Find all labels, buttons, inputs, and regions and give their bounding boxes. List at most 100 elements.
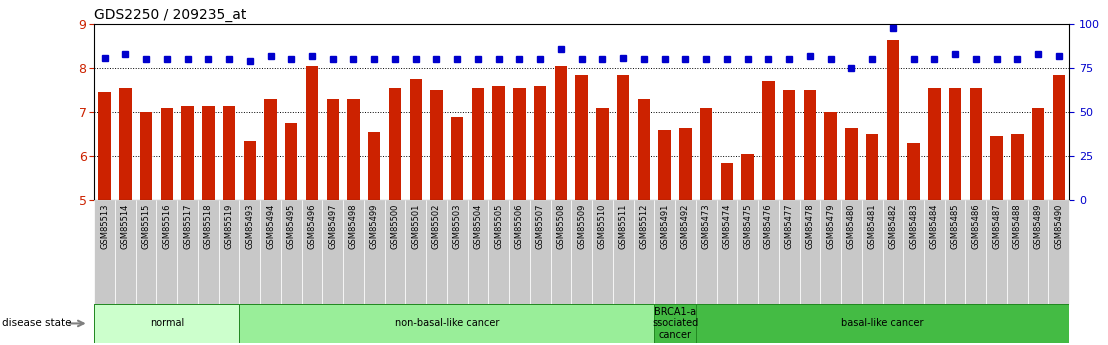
Text: GSM85513: GSM85513 — [100, 203, 109, 249]
Text: GSM85485: GSM85485 — [951, 203, 960, 249]
Bar — [1007, 200, 1028, 304]
Bar — [513, 88, 525, 200]
Bar — [551, 200, 572, 304]
Text: GSM85490: GSM85490 — [1055, 203, 1064, 249]
Bar — [929, 88, 941, 200]
Text: GSM85511: GSM85511 — [618, 203, 628, 249]
Bar — [119, 88, 132, 200]
Text: GSM85491: GSM85491 — [660, 203, 669, 249]
Bar — [384, 200, 406, 304]
Bar — [161, 108, 173, 200]
Bar — [281, 200, 301, 304]
Text: GDS2250 / 209235_at: GDS2250 / 209235_at — [94, 8, 247, 22]
Bar — [1032, 108, 1045, 200]
Text: GSM85515: GSM85515 — [142, 203, 151, 249]
Bar — [655, 200, 675, 304]
Bar — [472, 88, 484, 200]
Text: GSM85489: GSM85489 — [1034, 203, 1043, 249]
Bar — [492, 86, 505, 200]
Text: GSM85503: GSM85503 — [453, 203, 462, 249]
Bar — [965, 200, 986, 304]
Bar — [115, 200, 135, 304]
Bar — [845, 128, 858, 200]
Bar — [758, 200, 779, 304]
Bar — [265, 99, 277, 200]
Text: GSM85483: GSM85483 — [910, 203, 919, 249]
Bar — [841, 200, 862, 304]
Bar — [368, 132, 380, 200]
Bar — [555, 66, 567, 200]
Bar — [322, 200, 343, 304]
Text: GSM85509: GSM85509 — [577, 203, 586, 249]
Bar — [406, 200, 427, 304]
Bar — [658, 130, 671, 200]
Bar — [945, 200, 965, 304]
Text: GSM85512: GSM85512 — [639, 203, 648, 249]
Text: GSM85493: GSM85493 — [245, 203, 254, 249]
Text: GSM85510: GSM85510 — [598, 203, 607, 249]
Bar — [198, 200, 218, 304]
Bar — [218, 200, 239, 304]
Bar — [140, 112, 152, 200]
Bar — [882, 200, 903, 304]
Bar — [803, 90, 817, 200]
Text: GSM85497: GSM85497 — [328, 203, 337, 249]
Text: GSM85502: GSM85502 — [432, 203, 441, 249]
Bar — [94, 200, 115, 304]
Text: GSM85516: GSM85516 — [162, 203, 172, 249]
Bar — [94, 304, 239, 343]
Bar — [468, 200, 489, 304]
Bar — [696, 304, 1069, 343]
Text: GSM85479: GSM85479 — [827, 203, 835, 249]
Text: GSM85481: GSM85481 — [868, 203, 876, 249]
Text: GSM85475: GSM85475 — [743, 203, 752, 249]
Bar — [596, 108, 608, 200]
Bar — [886, 40, 899, 200]
Bar — [509, 200, 530, 304]
Text: GSM85478: GSM85478 — [806, 203, 814, 249]
Bar — [800, 200, 820, 304]
Bar — [924, 200, 945, 304]
Bar — [866, 134, 879, 200]
Bar — [447, 200, 468, 304]
Text: GSM85484: GSM85484 — [930, 203, 938, 249]
Bar — [182, 106, 194, 200]
Bar — [696, 200, 717, 304]
Bar — [239, 200, 260, 304]
Bar — [99, 92, 111, 200]
Bar — [907, 143, 920, 200]
Bar — [572, 200, 592, 304]
Bar — [948, 88, 962, 200]
Text: GSM85474: GSM85474 — [722, 203, 731, 249]
Text: GSM85492: GSM85492 — [681, 203, 690, 249]
Bar — [675, 200, 696, 304]
Text: normal: normal — [150, 318, 184, 328]
Bar — [783, 90, 796, 200]
Bar — [427, 200, 447, 304]
Bar — [327, 99, 339, 200]
Bar — [343, 200, 363, 304]
Bar — [1028, 200, 1048, 304]
Bar — [410, 79, 422, 200]
Bar — [389, 88, 401, 200]
Bar — [285, 123, 297, 200]
Bar — [737, 200, 758, 304]
Text: GSM85517: GSM85517 — [183, 203, 192, 249]
Bar — [530, 200, 551, 304]
Text: BRCA1-a
ssociated
cancer: BRCA1-a ssociated cancer — [652, 307, 698, 340]
Bar — [202, 106, 215, 200]
Text: GSM85501: GSM85501 — [411, 203, 420, 249]
Text: GSM85504: GSM85504 — [473, 203, 482, 249]
Text: GSM85480: GSM85480 — [847, 203, 855, 249]
Bar — [177, 200, 198, 304]
Bar — [430, 90, 443, 200]
Text: basal-like cancer: basal-like cancer — [841, 318, 924, 328]
Text: GSM85486: GSM85486 — [972, 203, 981, 249]
Bar — [986, 200, 1007, 304]
Bar — [679, 128, 691, 200]
Text: GSM85477: GSM85477 — [784, 203, 793, 249]
Bar — [700, 108, 712, 200]
Bar — [617, 75, 629, 200]
Bar — [135, 200, 156, 304]
Bar — [903, 200, 924, 304]
